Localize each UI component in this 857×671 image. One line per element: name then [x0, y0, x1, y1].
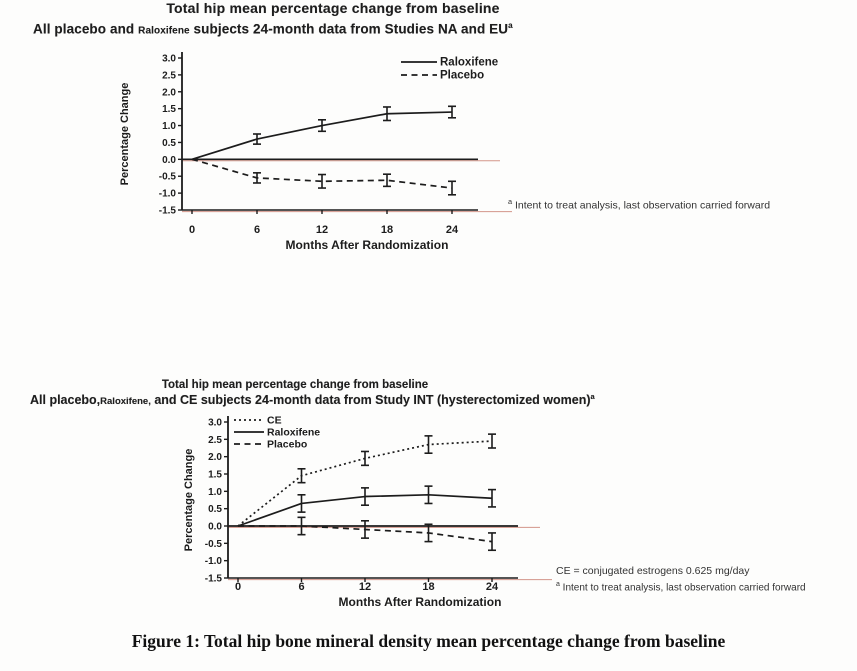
svg-text:1.5: 1.5	[162, 104, 176, 115]
chart1-footnote-text: Intent to treat analysis, last observati…	[512, 199, 771, 212]
svg-text:Placebo: Placebo	[440, 70, 484, 82]
svg-text:-1.5: -1.5	[205, 574, 223, 585]
chart1-subtitle-pre: All placebo and	[33, 21, 139, 37]
chart1-subtitle: All placebo and Raloxifene subjects 24-m…	[33, 21, 513, 37]
chart1-subtitle-drug: Raloxifene	[138, 25, 190, 37]
svg-text:2.5: 2.5	[162, 70, 176, 81]
chart1-subtitle-post: subjects 24-month data from Studies NA a…	[189, 21, 509, 37]
chart2-subtitle-pre: All placebo,	[30, 393, 101, 408]
svg-text:-0.5: -0.5	[159, 172, 177, 183]
chart1-footnote: a Intent to treat analysis, last observa…	[508, 197, 770, 212]
svg-text:Raloxifene: Raloxifene	[440, 57, 498, 69]
svg-text:CE: CE	[267, 415, 282, 427]
svg-text:1.0: 1.0	[208, 487, 222, 498]
svg-text:0.5: 0.5	[208, 504, 222, 515]
svg-text:0.5: 0.5	[162, 138, 176, 149]
svg-text:Percentage Change: Percentage Change	[183, 449, 195, 552]
svg-text:6: 6	[254, 224, 260, 236]
chart2-title: Total hip mean percentage change from ba…	[161, 379, 429, 391]
chart1-plot: 3.0 2.5 2.0 1.5 1.0 0.5 0.0 -0.5 -1.0 -1.5 0 6 12 18 2…	[119, 52, 512, 252]
svg-text:2.0: 2.0	[208, 452, 222, 463]
chart2-footnote-text: Intent to treat analysis, last observati…	[559, 582, 806, 594]
chart1-subtitle-superscript: a	[508, 21, 513, 30]
svg-text:3.0: 3.0	[162, 54, 176, 65]
svg-text:1.5: 1.5	[208, 470, 222, 481]
svg-text:Placebo: Placebo	[267, 439, 307, 451]
svg-text:0.0: 0.0	[208, 522, 222, 533]
svg-text:Raloxifene: Raloxifene	[267, 427, 320, 439]
svg-text:Months After Randomization: Months After Randomization	[286, 238, 449, 252]
svg-text:0: 0	[235, 581, 241, 593]
chart2-subtitle-drug: Raloxifene,	[100, 396, 151, 408]
svg-text:12: 12	[359, 581, 371, 593]
svg-text:18: 18	[381, 224, 393, 236]
svg-text:-1.0: -1.0	[205, 556, 223, 567]
chart1-footnote-superscript: a	[508, 197, 513, 206]
svg-text:6: 6	[298, 581, 304, 593]
svg-text:-1.0: -1.0	[159, 189, 177, 200]
chart2-subtitle: All placebo,Raloxifene, and CE subjects …	[30, 392, 595, 407]
chart1-title: Total hip mean percentage change from ba…	[166, 0, 500, 16]
svg-text:Months After Randomization: Months After Randomization	[339, 595, 502, 609]
svg-text:Percentage Change: Percentage Change	[119, 83, 131, 186]
chart2-subtitle-post: and CE subjects 24-month data from Study…	[150, 393, 591, 408]
svg-text:24: 24	[486, 581, 499, 593]
chart2-footnote-itt: a Intent to treat analysis, last observa…	[556, 581, 806, 593]
svg-text:-1.5: -1.5	[159, 206, 177, 217]
chart2-subtitle-superscript: a	[590, 392, 595, 401]
svg-text:18: 18	[422, 581, 434, 593]
svg-text:2.5: 2.5	[208, 435, 222, 446]
svg-text:3.0: 3.0	[208, 418, 222, 429]
svg-text:1.0: 1.0	[162, 121, 176, 132]
svg-text:0.0: 0.0	[162, 155, 176, 166]
svg-text:0: 0	[189, 224, 195, 236]
chart2-plot: 3.0 2.5 2.0 1.5 1.0 0.5 0.0 -0.5 -1.0 -1.5 0 6 12 18 2…	[183, 415, 552, 609]
svg-text:24: 24	[446, 224, 459, 236]
svg-text:2.0: 2.0	[162, 87, 176, 98]
svg-text:-0.5: -0.5	[205, 539, 223, 550]
figure-caption: Figure 1: Total hip bone mineral density…	[131, 631, 726, 651]
svg-text:12: 12	[316, 224, 328, 236]
chart2-footnote-ce: CE = conjugated estrogens 0.625 mg/day	[556, 565, 750, 577]
chart2-footnote-superscript: a	[556, 581, 560, 588]
